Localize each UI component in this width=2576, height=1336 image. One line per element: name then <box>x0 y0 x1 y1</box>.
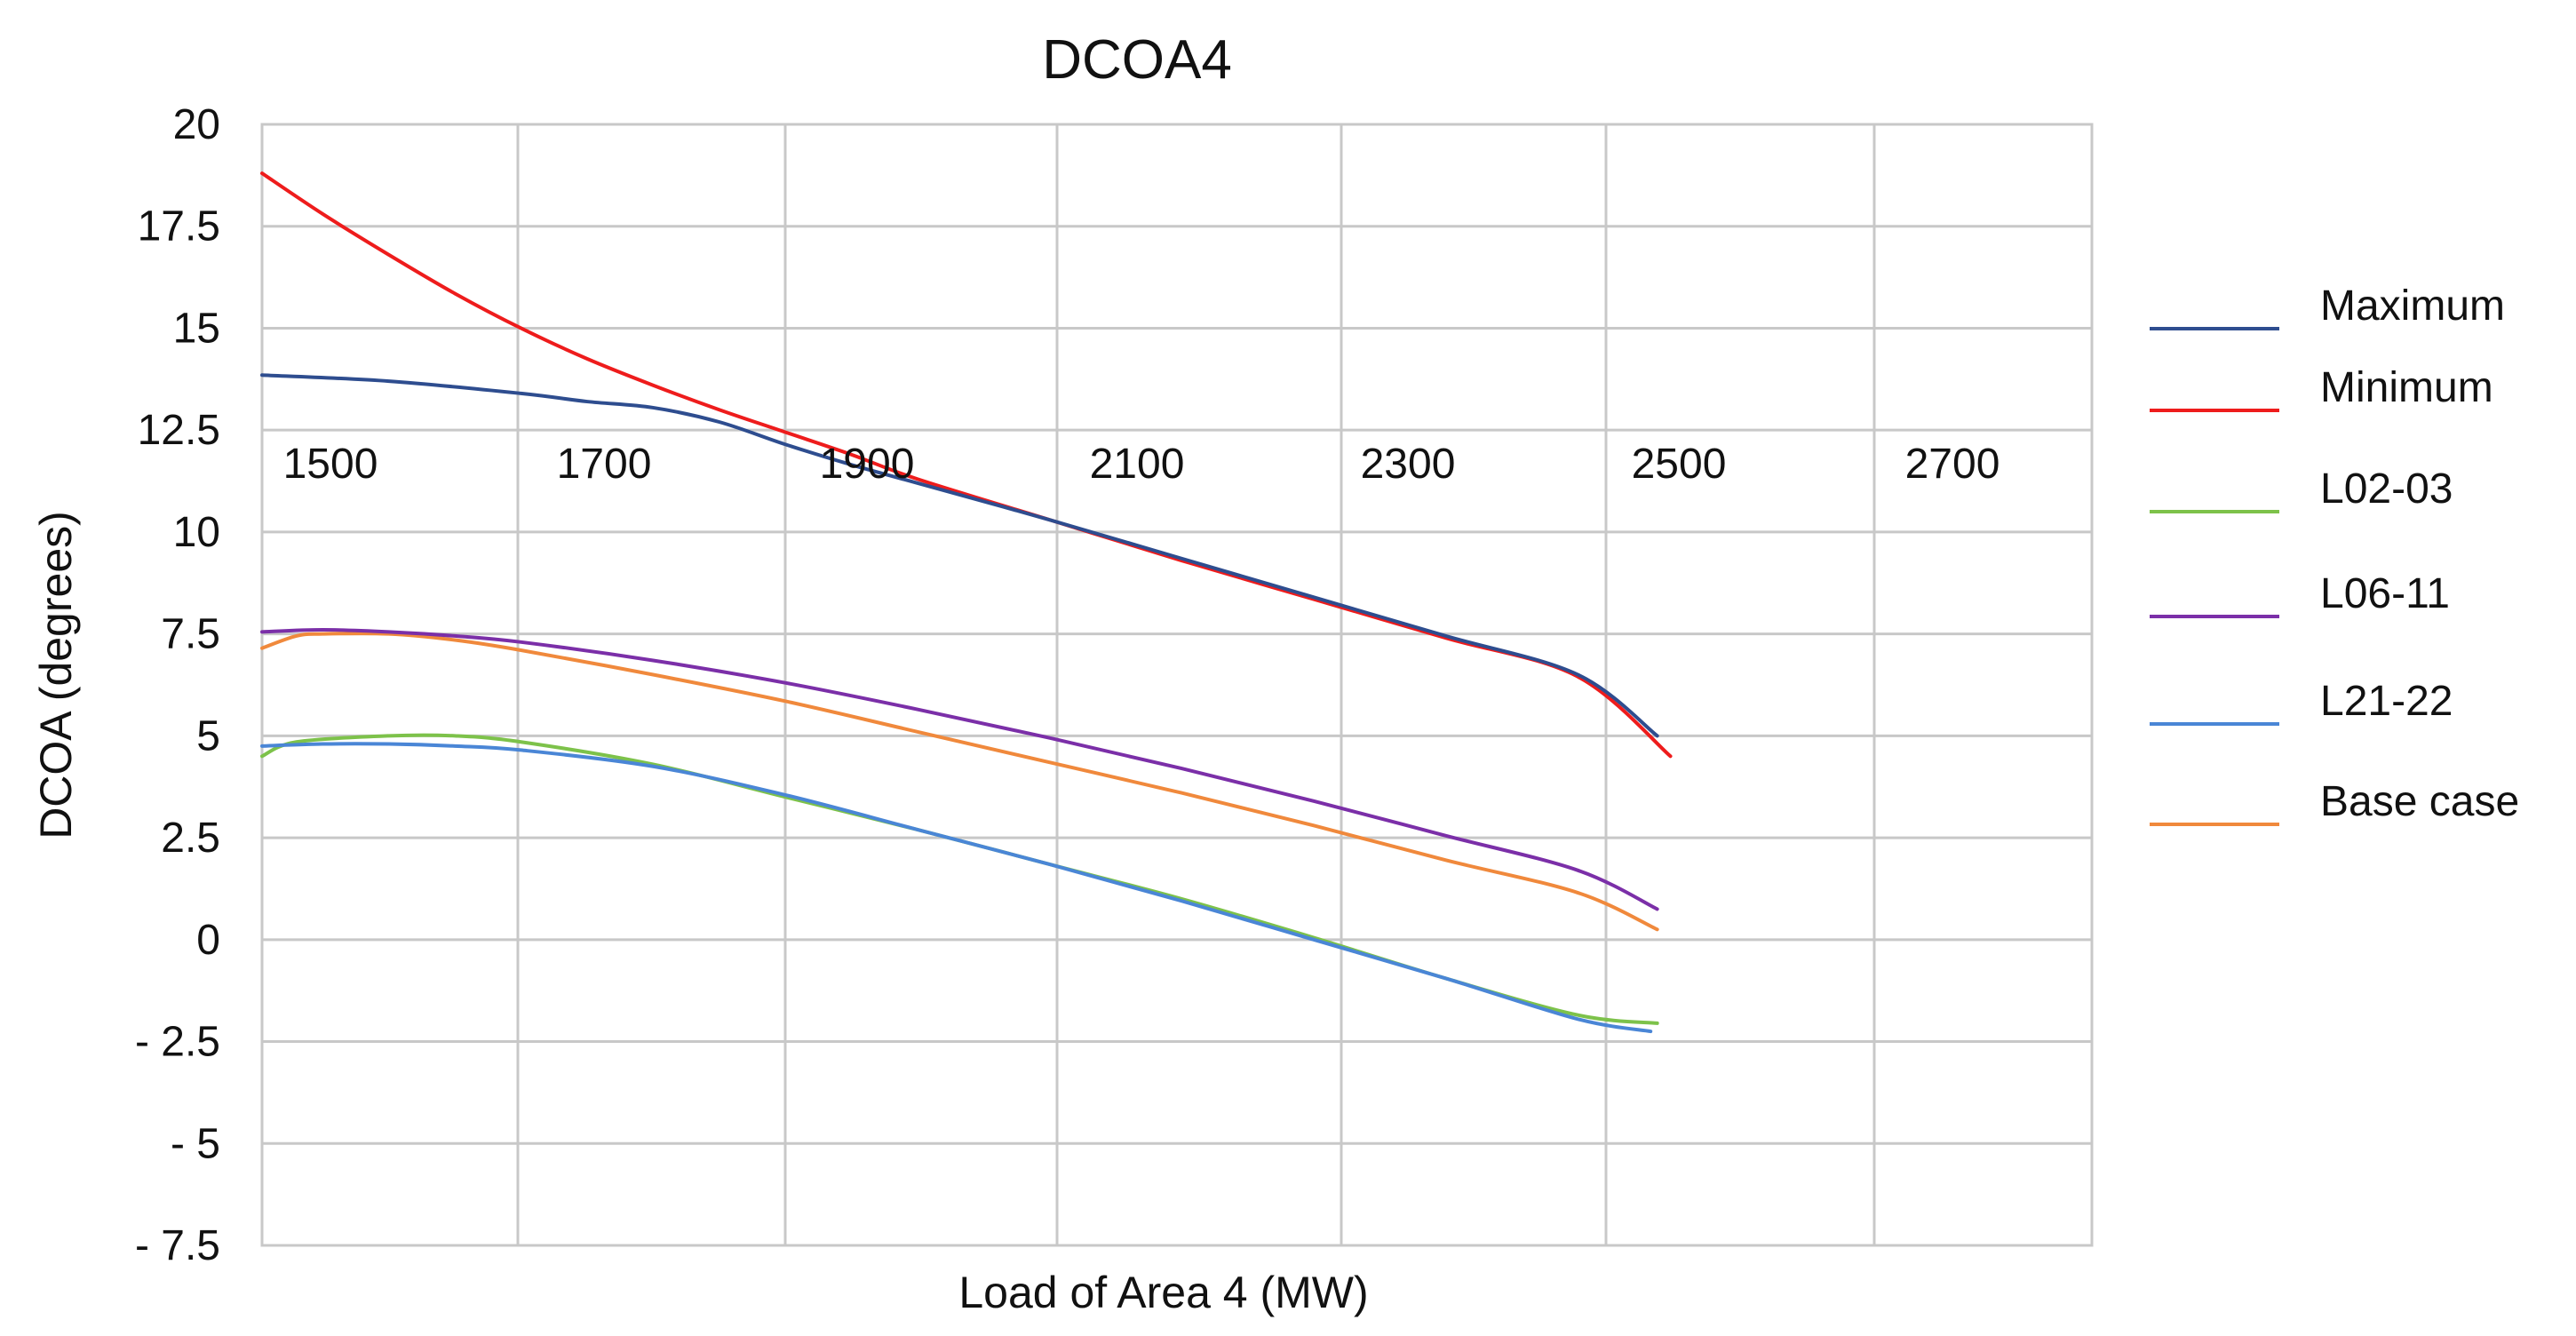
x-axis-label: Load of Area 4 (MW) <box>958 1268 1368 1317</box>
chart-title: DCOA4 <box>1042 29 1232 91</box>
y-tick-label: 12.5 <box>138 407 220 454</box>
legend: Maximum Minimum L02-03 L06-11 L21-22 Base cas… <box>2150 282 2519 826</box>
x-tick-label: 2100 <box>1090 441 1185 488</box>
y-tick-label: - 5 <box>171 1120 220 1167</box>
series-layer <box>260 171 1673 1034</box>
y-axis-ticks: 20 17.5 15 12.5 10 7.5 5 2.5 0 - 2.5 - 5 - 7.5 <box>135 101 220 1269</box>
y-tick-label: 10 <box>173 509 220 556</box>
y-tick-label: 17.5 <box>138 203 220 250</box>
series-line-l21-22 <box>260 742 1653 1034</box>
grid <box>262 123 2092 1247</box>
x-tick-label: 1900 <box>820 441 915 488</box>
y-tick-label: - 7.5 <box>135 1222 220 1269</box>
x-tick-label: 1700 <box>557 441 652 488</box>
series-line-minimum <box>260 171 1673 759</box>
x-tick-label: 2700 <box>1905 441 2000 488</box>
x-tick-label: 2300 <box>1361 441 1456 488</box>
legend-label: L06-11 <box>2320 570 2450 617</box>
legend-label: L02-03 <box>2320 465 2453 513</box>
legend-label: L21-22 <box>2320 678 2453 725</box>
y-tick-label: - 2.5 <box>135 1019 220 1066</box>
series-line-base-case <box>260 632 1659 932</box>
x-axis-ticks: 1500 1700 1900 2100 2300 2500 2700 <box>283 441 2000 488</box>
series-line-l06-11 <box>260 628 1659 911</box>
y-axis-label: DCOA (degrees) <box>31 511 81 839</box>
x-tick-label: 1500 <box>283 441 378 488</box>
plot-frame <box>260 123 2094 1247</box>
y-tick-label: 2.5 <box>161 815 220 862</box>
y-tick-label: 5 <box>196 712 220 759</box>
y-tick-label: 7.5 <box>161 611 220 658</box>
y-tick-label: 15 <box>173 305 220 352</box>
y-tick-label: 20 <box>173 101 220 148</box>
legend-label: Maximum <box>2320 282 2505 330</box>
legend-label: Minimum <box>2320 364 2493 411</box>
series-line-maximum <box>260 373 1659 738</box>
legend-label: Base case <box>2320 778 2519 825</box>
x-tick-label: 2500 <box>1632 441 1727 488</box>
y-tick-label: 0 <box>196 917 220 964</box>
